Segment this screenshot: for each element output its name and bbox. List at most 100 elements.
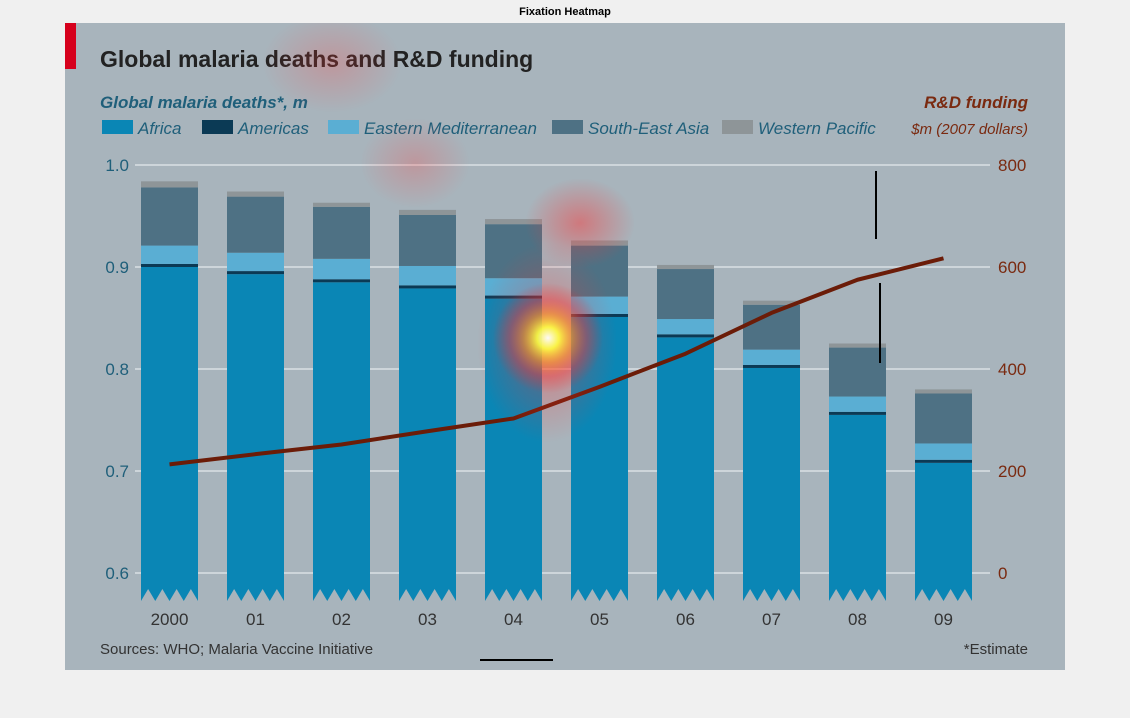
bar-segment — [227, 191, 284, 197]
bar-segment — [657, 269, 714, 320]
x-tick-label: 06 — [676, 610, 695, 629]
bar-segment — [571, 316, 628, 601]
bar-segment — [915, 443, 972, 460]
bar-segment — [227, 271, 284, 275]
bar-segment — [227, 252, 284, 272]
legend-swatch — [552, 120, 583, 134]
bar-break-zigzag — [313, 589, 370, 604]
bar-segment — [313, 258, 370, 280]
bar-break-zigzag — [399, 589, 456, 604]
y-right-tick-label: 400 — [998, 360, 1026, 379]
x-tick-label: 02 — [332, 610, 351, 629]
y-right-tick-label: 800 — [998, 156, 1026, 175]
x-tick-label: 03 — [418, 610, 437, 629]
bar-segment — [399, 209, 456, 215]
y-right-tick-label: 200 — [998, 462, 1026, 481]
legend-swatch — [328, 120, 359, 134]
bar-segment — [743, 364, 800, 368]
bar-segment — [141, 267, 198, 601]
bar-break-zigzag — [829, 589, 886, 604]
bar-segment — [915, 459, 972, 463]
bar-segment — [571, 240, 628, 246]
bar-segment — [657, 264, 714, 270]
bar-segment — [915, 462, 972, 601]
bar-segment — [399, 288, 456, 601]
y-left-tick-label: 0.9 — [105, 258, 129, 277]
legend-label: Americas — [237, 119, 309, 138]
bar-segment — [915, 389, 972, 394]
y-left-tick-label: 0.8 — [105, 360, 129, 379]
bar-segment — [141, 245, 198, 264]
y-left-tick-label: 0.6 — [105, 564, 129, 583]
source-note: Sources: WHO; Malaria Vaccine Initiative — [100, 641, 373, 658]
right-axis-subtitle: $m (2007 dollars) — [910, 121, 1028, 138]
bar-segment — [485, 224, 542, 279]
left-axis-title: Global malaria deaths*, m — [100, 93, 308, 112]
bar-break-zigzag — [227, 589, 284, 604]
bar-segment — [571, 296, 628, 314]
bar-segment — [829, 396, 886, 412]
y-left-tick-label: 0.7 — [105, 462, 129, 481]
bar-segment — [227, 196, 284, 253]
legend-swatch — [722, 120, 753, 134]
x-tick-label: 08 — [848, 610, 867, 629]
title-accent-bar — [65, 23, 76, 69]
bar-segment — [227, 274, 284, 601]
right-axis-title: R&D funding — [924, 93, 1028, 112]
y-right-tick-label: 0 — [998, 564, 1007, 583]
bar-segment — [485, 278, 542, 296]
legend-label: Eastern Mediterranean — [364, 119, 537, 138]
bar-segment — [141, 263, 198, 267]
bar-segment — [313, 206, 370, 259]
bar-break-zigzag — [485, 589, 542, 604]
bar-segment — [657, 334, 714, 338]
bar-segment — [829, 343, 886, 348]
legend-label: South-East Asia — [588, 119, 709, 138]
chart-svg: Global malaria deaths and R&D funding Gl… — [65, 23, 1029, 658]
bar-break-zigzag — [571, 589, 628, 604]
bar-segment — [743, 349, 800, 365]
legend-label: Africa — [137, 119, 181, 138]
chart-title: Global malaria deaths and R&D funding — [100, 46, 533, 72]
chart-panel: Global malaria deaths and R&D funding Gl… — [65, 23, 1065, 670]
bar-segment — [829, 411, 886, 415]
x-tick-label: 07 — [762, 610, 781, 629]
bar-segment — [743, 367, 800, 601]
bar-segment — [571, 245, 628, 297]
funding-line — [169, 256, 944, 467]
bar-segment — [141, 187, 198, 246]
legend: Africa Americas Eastern Mediterranean South… — [102, 119, 876, 138]
bar-break-zigzag — [743, 589, 800, 604]
y-left-tick-label: 1.0 — [105, 156, 129, 175]
x-tick-label: 04 — [504, 610, 523, 629]
bar-segment — [313, 202, 370, 207]
bar-break-zigzag — [141, 589, 198, 604]
bar-segment — [657, 319, 714, 335]
x-tick-label: 01 — [246, 610, 265, 629]
bar-break-zigzag — [915, 589, 972, 604]
bar-segment — [141, 181, 198, 188]
bar-segment — [485, 298, 542, 601]
bar-segment — [399, 265, 456, 286]
bar-segment — [485, 219, 542, 225]
legend-swatch — [202, 120, 233, 134]
bar-segment — [313, 279, 370, 283]
bar-segment — [829, 347, 886, 397]
bar-segment — [915, 393, 972, 444]
x-tick-label: 09 — [934, 610, 953, 629]
legend-swatch — [102, 120, 133, 134]
y-right-tick-label: 600 — [998, 258, 1026, 277]
footnote: *Estimate — [964, 641, 1028, 658]
x-tick-label: 05 — [590, 610, 609, 629]
legend-label: Western Pacific — [758, 119, 876, 138]
bar-segment — [399, 214, 456, 266]
bar-segment — [571, 313, 628, 317]
bars — [141, 181, 972, 604]
bar-segment — [657, 337, 714, 601]
x-tick-label: 2000 — [151, 610, 189, 629]
bar-segment — [829, 414, 886, 601]
bar-segment — [743, 300, 800, 305]
funding-line-layer — [169, 256, 944, 467]
bar-segment — [485, 295, 542, 299]
